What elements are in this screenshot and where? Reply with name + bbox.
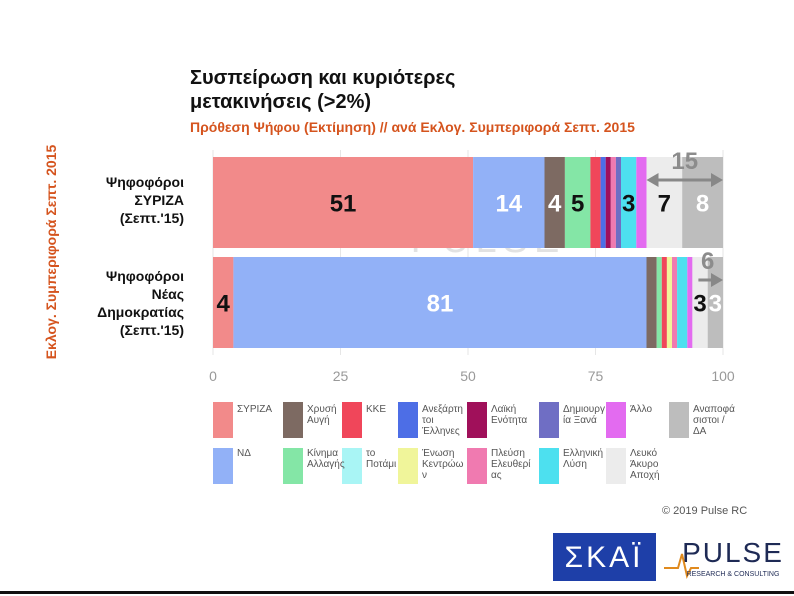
legend-label: Λευκό Άκυρο Αποχή xyxy=(630,448,660,481)
legend-label: Πλεύση Ελευθερίας xyxy=(491,448,531,481)
logo-left: ΣΚΑΪ xyxy=(565,541,644,574)
x-tick-label: 100 xyxy=(711,368,735,384)
value-label: 4 xyxy=(548,191,562,218)
bar-segment xyxy=(656,257,662,348)
arrow-head xyxy=(711,273,723,287)
bar-segment xyxy=(636,157,647,248)
legend-swatch xyxy=(606,448,626,484)
legend-swatch xyxy=(213,448,233,484)
bottom-rule xyxy=(0,591,794,594)
category-label: Ψηφοφόροι Νέας Δημοκρατίας (Σεπτ.'15) xyxy=(97,268,184,338)
legend-label: Ένωση Κεντρώων xyxy=(422,448,464,481)
legend-swatch xyxy=(606,402,626,438)
value-label: 8 xyxy=(696,191,709,218)
legend-label: το Ποτάμι xyxy=(366,448,397,470)
chart-title: Συσπείρωση και κυριότερες μετακινήσεις (… xyxy=(190,67,456,113)
legend-swatch xyxy=(539,448,559,484)
value-label: 51 xyxy=(330,191,357,218)
bar-segment xyxy=(605,157,611,248)
legend-swatch xyxy=(398,448,418,484)
legend-label: ΝΔ xyxy=(237,448,251,459)
legend-label: Αναποφάσιστοι / ΔΑ xyxy=(693,404,735,437)
bar-segment xyxy=(621,157,637,248)
value-label: 4 xyxy=(217,291,231,318)
bracket-label: 15 xyxy=(671,148,698,175)
legend-label: Κίνημα Αλλαγής xyxy=(307,448,345,470)
legend-swatch xyxy=(213,402,233,438)
bar-segment xyxy=(666,257,672,348)
copyright: © 2019 Pulse RC xyxy=(662,505,748,517)
legend-label: Άλλο xyxy=(630,404,653,415)
bar-segment xyxy=(646,157,683,248)
bracket-label: 6 xyxy=(701,248,714,275)
legend-swatch xyxy=(669,402,689,438)
category-label: Ψηφοφόροι ΣΥΡΙΖΑ (Σεπτ.'15) xyxy=(105,174,184,226)
bar-segment xyxy=(213,157,474,248)
y-axis-label: Εκλογ. Συμπεριφορά Σεπτ. 2015 xyxy=(43,145,59,360)
bar-segment xyxy=(646,257,657,348)
bar-segment xyxy=(544,157,565,248)
legend-swatch xyxy=(283,448,303,484)
bar-segment xyxy=(600,157,606,248)
x-tick-label: 0 xyxy=(209,368,217,384)
legend-label: ΣΥΡΙΖΑ xyxy=(237,404,273,415)
bar-segment xyxy=(677,257,688,348)
value-label: 81 xyxy=(427,291,454,318)
legend-swatch xyxy=(342,402,362,438)
legend-label: Χρυσή Αυγή xyxy=(307,404,337,426)
bar-segment xyxy=(672,257,678,348)
legend-label: Δημιουργία Ξανά xyxy=(563,404,605,426)
legend-label: ΚΚΕ xyxy=(366,404,387,415)
logo-right: PULSE xyxy=(682,537,784,568)
value-label: 3 xyxy=(693,291,706,318)
bar-segment xyxy=(682,157,723,248)
bar-segment xyxy=(233,257,647,348)
legend-swatch xyxy=(467,448,487,484)
legend-swatch xyxy=(467,402,487,438)
logo-box xyxy=(553,533,656,581)
x-tick-label: 75 xyxy=(588,368,604,384)
legend-swatch xyxy=(539,402,559,438)
x-tick-label: 25 xyxy=(333,368,349,384)
value-label: 5 xyxy=(571,191,584,218)
bar-segment xyxy=(661,257,667,348)
legend-label: Ελληνική Λύση xyxy=(563,448,604,470)
x-tick-label: 50 xyxy=(460,368,476,384)
bar-segment xyxy=(610,157,616,248)
arrow-head xyxy=(711,173,723,187)
value-label: 7 xyxy=(658,191,671,218)
bar-segment xyxy=(564,157,591,248)
arrow-head xyxy=(646,173,659,187)
bar-segment xyxy=(213,257,234,348)
logo-pulse-line xyxy=(664,553,699,579)
value-label: 14 xyxy=(495,191,522,218)
value-label: 3 xyxy=(622,191,635,218)
legend-swatch xyxy=(342,448,362,484)
legend-label: Ανεξάρτητοι Έλληνες xyxy=(422,404,463,437)
legend-swatch xyxy=(398,402,418,438)
bar-segment xyxy=(615,157,621,248)
legend-label: Λαϊκή Ενότητα xyxy=(491,404,528,426)
chart-subtitle: Πρόθεση Ψήφου (Εκτίμηση) // ανά Εκλογ. Σ… xyxy=(190,119,635,135)
legend-swatch xyxy=(283,402,303,438)
bar-segment xyxy=(687,257,693,348)
value-label: 3 xyxy=(709,291,722,318)
logo-right-sub: RESEARCH & CONSULTING xyxy=(687,571,780,578)
bar-segment xyxy=(590,157,601,248)
bar-segment xyxy=(473,157,545,248)
